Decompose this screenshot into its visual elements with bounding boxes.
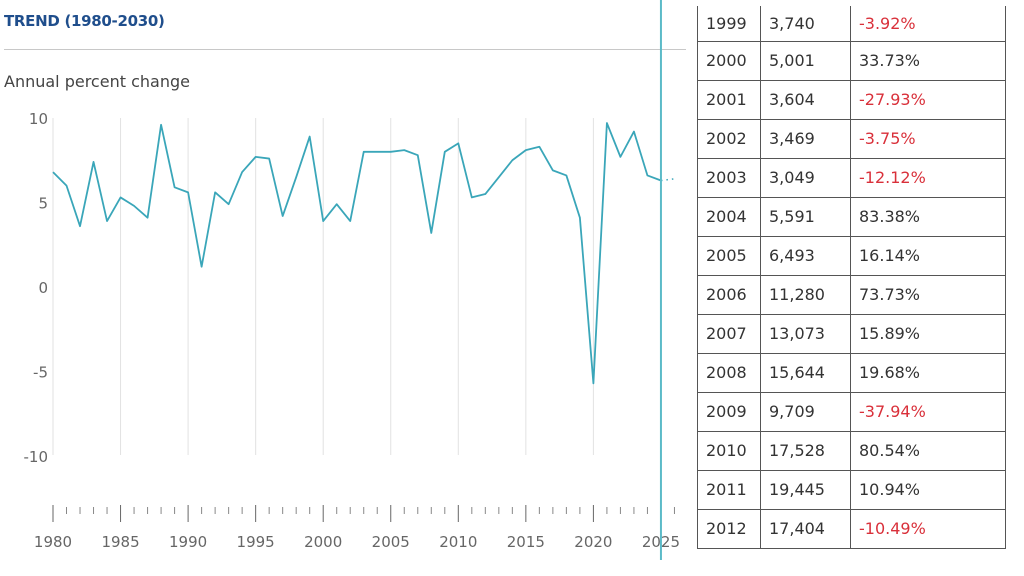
change-cell: -3.92% [850, 6, 1006, 42]
table-row: 2012 17,404 -10.49% [697, 508, 1006, 549]
year-cell: 2005 [697, 235, 761, 276]
divider [4, 49, 686, 50]
x-tick-label: 1995 [237, 533, 275, 551]
projection-line [660, 178, 675, 182]
x-tick-label: 2005 [372, 533, 410, 551]
year-cell: 2001 [697, 79, 761, 120]
x-tick-label: 2015 [507, 533, 545, 551]
table-row: 1999 3,740 -3.92% [697, 6, 1006, 42]
change-cell: -10.49% [850, 508, 1006, 549]
data-table: 1999 3,740 -3.92% 2000 5,001 33.73% 2001 3,604-… [697, 6, 1006, 549]
table-row: 2000 5,001 33.73% [697, 40, 1006, 81]
change-cell: -3.75% [850, 118, 1006, 159]
table-row: 2007 13,073 15.89% [697, 313, 1006, 354]
change-cell: -37.94% [850, 391, 1006, 432]
change-cell: 73.73% [850, 274, 1006, 315]
x-tick-label: 2020 [574, 533, 612, 551]
value-cell: 3,469 [760, 118, 851, 159]
x-tick-label: 1985 [101, 533, 139, 551]
value-cell: 9,709 [760, 391, 851, 432]
value-cell: 3,049 [760, 157, 851, 198]
change-cell: 33.73% [850, 40, 1006, 81]
change-cell: 10.94% [850, 469, 1006, 510]
year-cell: 2012 [697, 508, 761, 549]
y-tick-label: 0 [38, 279, 48, 297]
x-tick-label: 2010 [439, 533, 477, 551]
year-cell: 2002 [697, 118, 761, 159]
value-cell: 5,591 [760, 196, 851, 237]
y-tick-label: 5 [38, 195, 48, 213]
value-cell: 15,644 [760, 352, 851, 393]
y-tick-label: -5 [33, 364, 48, 382]
change-cell: 80.54% [850, 430, 1006, 471]
value-cell: 11,280 [760, 274, 851, 315]
value-cell: 13,073 [760, 313, 851, 354]
table-row: 2003 3,049 -12.12% [697, 157, 1006, 198]
change-cell: 15.89% [850, 313, 1006, 354]
value-cell: 3,740 [760, 6, 851, 42]
value-cell: 5,001 [760, 40, 851, 81]
change-cell: 19.68% [850, 352, 1006, 393]
trend-chart: 1980 1985 1990 1995 2000 2005 2010 2015 2020 2025… [24, 0, 680, 560]
year-cell: 2000 [697, 40, 761, 81]
table-row: 2004 5,591 83.38% [697, 196, 1006, 237]
year-cell: 2004 [697, 196, 761, 237]
table-row: 2011 19,445 10.94% [697, 469, 1006, 510]
table-row: 2006 11,280 73.73% [697, 274, 1006, 315]
table-row: 2005 6,493 16.14% [697, 235, 1006, 276]
change-cell: 83.38% [850, 196, 1006, 237]
value-cell: 6,493 [760, 235, 851, 276]
series-line [52, 122, 662, 385]
change-cell: -27.93% [850, 79, 1006, 120]
change-cell: 16.14% [850, 235, 1006, 276]
table-row: 2009 9,709 -37.94% [697, 391, 1006, 432]
year-cell: 2009 [697, 391, 761, 432]
x-tick-label: 1990 [169, 533, 207, 551]
year-cell: 2007 [697, 313, 761, 354]
table-row: 2008 15,644 19.68% [697, 352, 1006, 393]
chart-title: TREND (1980-2030) [4, 12, 165, 30]
year-cell: 2006 [697, 274, 761, 315]
x-tick-label: 2000 [304, 533, 342, 551]
year-cell: 2008 [697, 352, 761, 393]
year-cell: 2011 [697, 469, 761, 510]
year-cell: 2010 [697, 430, 761, 471]
year-cell: 1999 [697, 6, 761, 42]
table-row: 2010 17,528 80.54% [697, 430, 1006, 471]
table-row: 2002 3,469 -3.75% [697, 118, 1006, 159]
year-cell: 2003 [697, 157, 761, 198]
value-cell: 3,604 [760, 79, 851, 120]
y-tick-label: -10 [24, 448, 49, 466]
value-cell: 19,445 [760, 469, 851, 510]
y-axis-label: Annual percent change [4, 72, 190, 91]
value-cell: 17,528 [760, 430, 851, 471]
change-cell: -12.12% [850, 157, 1006, 198]
table-row: 2001 3,604 -27.93% [697, 79, 1006, 120]
y-tick-label: 10 [29, 110, 48, 128]
x-tick-label: 1980 [34, 533, 72, 551]
value-cell: 17,404 [760, 508, 851, 549]
